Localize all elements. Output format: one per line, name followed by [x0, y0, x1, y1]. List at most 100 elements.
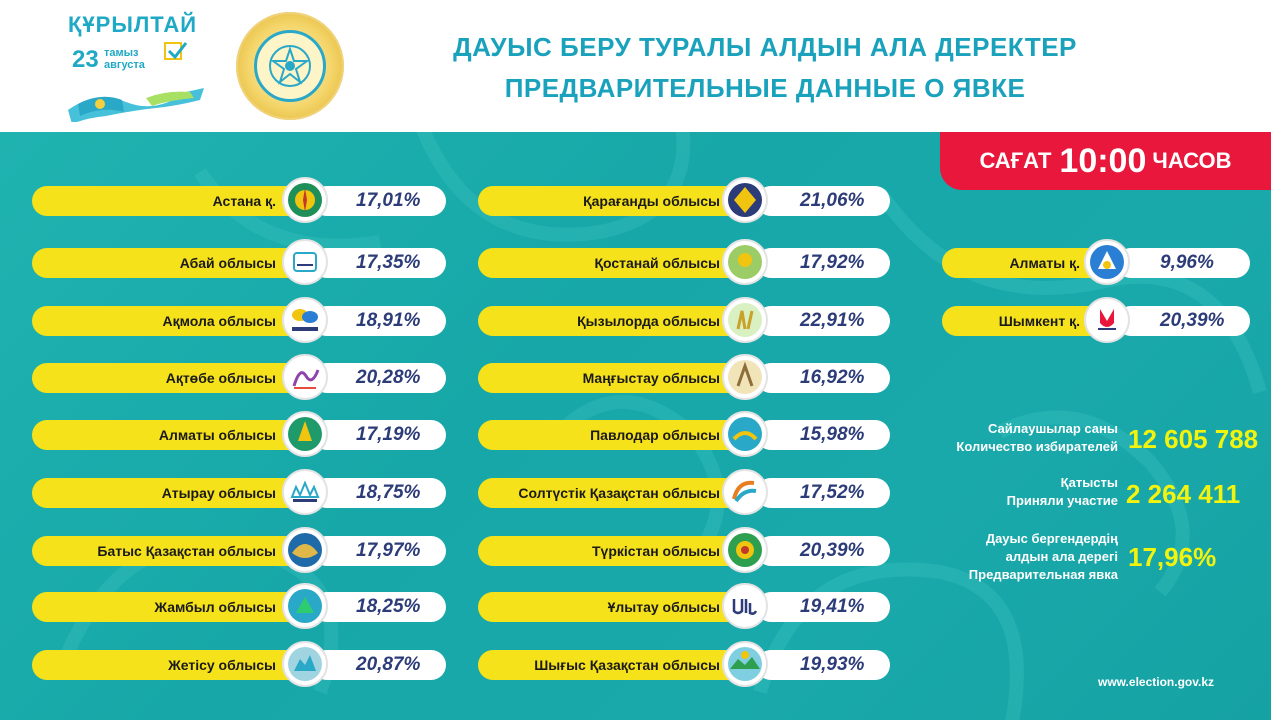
turnout-label-kz2: алдын ала дерегі — [1005, 549, 1118, 564]
region-row-almaty-oblast: Алматы облысы 17,19% — [32, 411, 446, 457]
region-row-akmola: Ақмола облысы 18,91% — [32, 297, 446, 343]
voters-label-ru: Количество избирателей — [956, 439, 1118, 454]
zhetisu-emblem-icon — [282, 641, 328, 687]
pavlodar-emblem-icon — [722, 411, 768, 457]
region-name: Шығыс Қазақстан облысы — [478, 650, 760, 680]
east-kz-emblem-icon — [722, 641, 768, 687]
region-row-almaty-city: Алматы қ. 9,96% — [942, 239, 1250, 285]
abai-emblem-icon — [282, 239, 328, 285]
region-row-shymkent: Шымкент қ. 20,39% — [942, 297, 1250, 343]
participated-label-ru: Приняли участие — [1006, 493, 1118, 508]
election-commission-seal — [236, 12, 344, 120]
website-link[interactable]: www.election.gov.kz — [1098, 675, 1215, 689]
kurultai-logo: ҚҰРЫЛТАЙ 23 тамыз августа — [62, 10, 212, 125]
region-turnout: 17,01% — [312, 186, 446, 216]
atyrau-emblem-icon — [282, 469, 328, 515]
turkestan-emblem-icon — [722, 527, 768, 573]
region-name: Абай облысы — [32, 248, 316, 278]
region-turnout: 17,92% — [756, 248, 890, 278]
region-turnout: 19,41% — [756, 592, 890, 622]
region-turnout: 20,39% — [756, 536, 890, 566]
turnout-label: Дауыс бергендердің алдын ала дерегі Пред… — [900, 530, 1118, 584]
time-value: 10:00 — [1059, 141, 1147, 180]
north-kz-emblem-icon — [722, 469, 768, 515]
voters-label: Сайлаушылар саны Количество избирателей — [900, 420, 1118, 456]
region-turnout: 20,39% — [1116, 306, 1250, 336]
participated-label-kz: Қатысты — [1060, 475, 1118, 490]
region-name: Жамбыл облысы — [32, 592, 316, 622]
participated-value: 2 264 411 — [1126, 479, 1241, 509]
region-row-karaganda: Қарағанды облысы 21,06% — [478, 177, 890, 223]
region-name: Жетісу облысы — [32, 650, 316, 680]
kostanay-emblem-icon — [722, 239, 768, 285]
time-label-ru: ЧАСОВ — [1152, 148, 1232, 173]
region-turnout: 19,93% — [756, 650, 890, 680]
kyzylorda-emblem-icon — [722, 297, 768, 343]
region-row-kyzylorda: Қызылорда облысы 22,91% — [478, 297, 890, 343]
region-row-east-kz: Шығыс Қазақстан облысы 19,93% — [478, 641, 890, 687]
region-row-ulytau: Ұлытау облысы 19,41% — [478, 583, 890, 629]
almaty-city-emblem-icon — [1084, 239, 1130, 285]
region-name: Батыс Қазақстан облысы — [32, 536, 316, 566]
almaty-oblast-emblem-icon — [282, 411, 328, 457]
region-row-zhambyl: Жамбыл облысы 18,25% — [32, 583, 446, 629]
flag-icon — [68, 88, 204, 122]
region-turnout: 18,75% — [312, 478, 446, 508]
region-name: Ақтөбе облысы — [32, 363, 316, 393]
participated-label: Қатысты Приняли участие — [900, 474, 1118, 510]
turnout-label-ru: Предварительная явка — [968, 567, 1118, 582]
region-turnout: 15,98% — [756, 420, 890, 450]
region-row-mangystau: Маңғыстау облысы 16,92% — [478, 354, 890, 400]
shymkent-emblem-icon — [1084, 297, 1130, 343]
region-name: Алматы облысы — [32, 420, 316, 450]
region-turnout: 17,97% — [312, 536, 446, 566]
region-turnout: 17,52% — [756, 478, 890, 508]
region-turnout: 16,92% — [756, 363, 890, 393]
region-name: Қызылорда облысы — [478, 306, 760, 336]
page-title-ru: ПРЕДВАРИТЕЛЬНЫЕ ДАННЫЕ О ЯВКЕ — [504, 73, 1026, 103]
region-turnout: 18,91% — [312, 306, 446, 336]
voters-label-kz: Сайлаушылар саны — [987, 421, 1118, 436]
region-turnout: 21,06% — [756, 186, 890, 216]
aktobe-emblem-icon — [282, 354, 328, 400]
seal-emblem-icon — [254, 30, 326, 102]
ulytau-emblem-icon — [722, 583, 768, 629]
region-row-turkestan: Түркістан облысы 20,39% — [478, 527, 890, 573]
mangystau-emblem-icon — [722, 354, 768, 400]
karaganda-emblem-icon — [722, 177, 768, 223]
time-badge: САҒАТ 10:00 ЧАСОВ — [940, 132, 1271, 190]
header: ҚҰРЫЛТАЙ 23 тамыз августа ДАУЫС БЕРУ ТУР… — [0, 0, 1271, 132]
region-name: Маңғыстау облысы — [478, 363, 760, 393]
region-turnout: 22,91% — [756, 306, 890, 336]
region-name: Солтүстік Қазақстан облысы — [478, 478, 760, 508]
region-name: Атырау облысы — [32, 478, 316, 508]
region-row-west-kz: Батыс Қазақстан облысы 17,97% — [32, 527, 446, 573]
turnout-value: 17,96% — [1128, 542, 1217, 572]
voters-value: 12 605 788 — [1128, 424, 1259, 454]
region-name: Түркістан облысы — [478, 536, 760, 566]
checkbox-icon — [164, 42, 188, 60]
turnout-label-kz1: Дауыс бергендердің — [985, 531, 1118, 546]
region-row-astana: Астана қ. 17,01% — [32, 177, 446, 223]
brand-day: 23 — [72, 46, 99, 73]
astana-emblem-icon — [282, 177, 328, 223]
region-name: Ақмола облысы — [32, 306, 316, 336]
region-row-aktobe: Ақтөбе облысы 20,28% — [32, 354, 446, 400]
zhambyl-emblem-icon — [282, 583, 328, 629]
page-title-kz: ДАУЫС БЕРУ ТУРАЛЫ АЛДЫН АЛА ДЕРЕКТЕР — [453, 32, 1077, 62]
region-name: Қарағанды облысы — [478, 186, 760, 216]
region-name: Павлодар облысы — [478, 420, 760, 450]
region-turnout: 20,28% — [312, 363, 446, 393]
brand-month-kz: тамыз — [104, 47, 139, 59]
brand-months: тамыз августа — [104, 47, 145, 71]
region-turnout: 17,35% — [312, 248, 446, 278]
region-row-zhetisu: Жетісу облысы 20,87% — [32, 641, 446, 687]
region-turnout: 18,25% — [312, 592, 446, 622]
brand-title: ҚҰРЫЛТАЙ — [68, 12, 198, 37]
region-name: Қостанай облысы — [478, 248, 760, 278]
region-turnout: 9,96% — [1116, 248, 1250, 278]
region-name: Ұлытау облысы — [478, 592, 760, 622]
brand-month-ru: августа — [104, 59, 145, 71]
west-kz-emblem-icon — [282, 527, 328, 573]
region-turnout: 17,19% — [312, 420, 446, 450]
